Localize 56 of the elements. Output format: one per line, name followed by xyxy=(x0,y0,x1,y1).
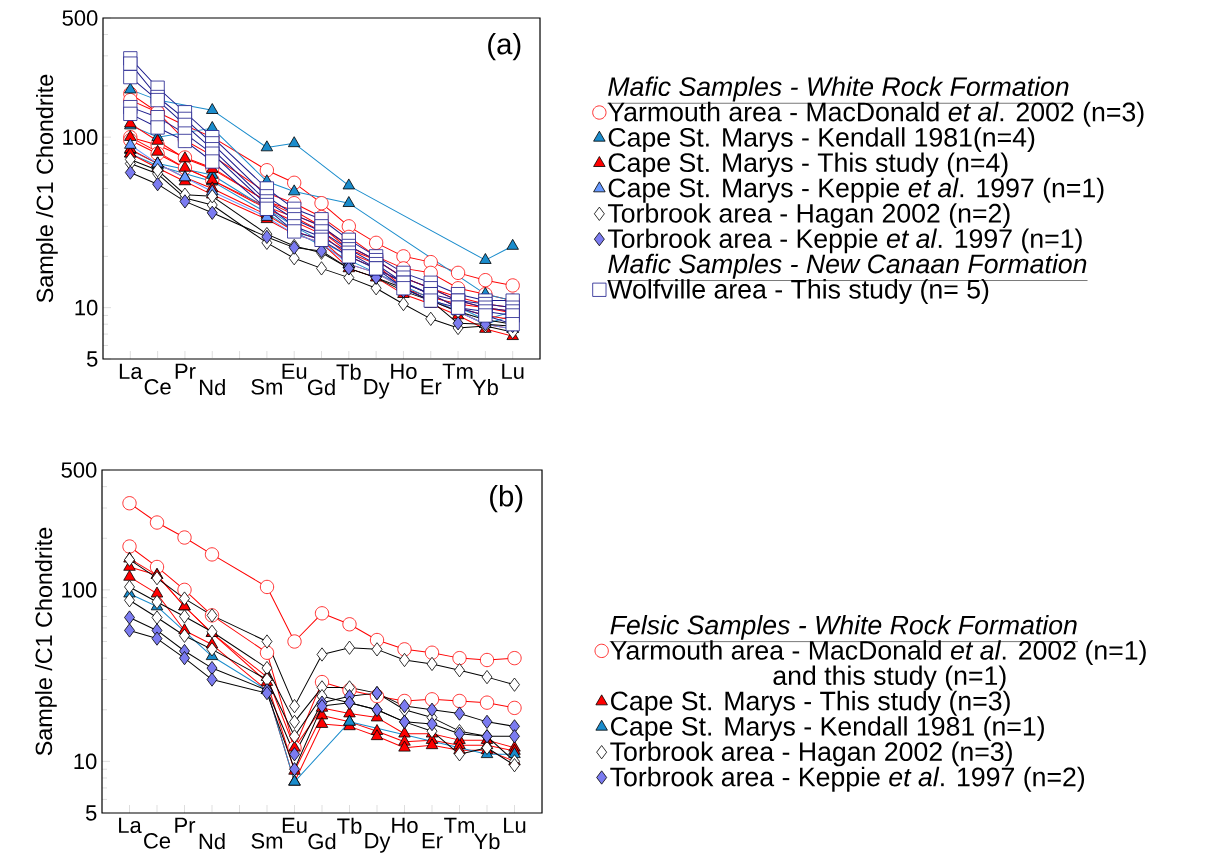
x-tick-label: Er xyxy=(421,379,442,395)
y-axis-title: Sample /C1 Chondrite xyxy=(35,527,57,756)
text: and this study (n=1) xyxy=(773,665,1006,691)
x-tick-label: Pr xyxy=(175,817,196,833)
y-tick-label: 100 xyxy=(62,582,97,598)
annotation: (b) xyxy=(490,484,523,513)
legend-label: Torbrook area - Hagan 2002 (n=2) xyxy=(607,203,1010,229)
x-tick-label: Sm xyxy=(251,833,283,849)
legend-label: Cape St. Marys - Kendall 1981(n=4) xyxy=(608,127,1035,153)
legend-label: Cape St. Marys - This study (n=4) xyxy=(608,152,1008,178)
x-tick-label: Tb xyxy=(336,363,361,380)
legend-label: Cape St. Marys - This study (n=3) xyxy=(611,690,1010,716)
y-tick-label: 100 xyxy=(63,129,98,145)
y-tick-label: 500 xyxy=(62,10,98,26)
legend-label: Torbrook area - Keppie et al. 1997 (n=2) xyxy=(610,766,1085,792)
legend-title: Mafic Samples - White Rock Formation xyxy=(608,76,1069,102)
x-tick-label: Pr xyxy=(175,363,196,379)
x-tick-label: Yb xyxy=(472,379,498,396)
annotation: (a) xyxy=(488,32,521,61)
legend-label: Torbrook area - Keppie et al. 1997 (n=1) xyxy=(607,228,1082,254)
y-axis-title: Sample /C1 Chondrite xyxy=(36,74,58,303)
x-tick-label: Gd xyxy=(308,833,336,850)
x-tick-label: Lu xyxy=(504,817,526,834)
x-tick-label: Nd xyxy=(199,379,225,396)
x-tick-label: La xyxy=(119,363,143,380)
x-tick-label: Yb xyxy=(474,833,500,850)
x-tick-label: Tb xyxy=(337,817,362,834)
x-tick-label: La xyxy=(119,817,142,834)
legend-label: Cape St. Marys - Keppie et al. 1997 (n=1) xyxy=(608,177,1104,203)
x-tick-label: Lu xyxy=(502,363,524,380)
x-tick-label: Eu xyxy=(282,363,307,380)
x-tick-label: Ho xyxy=(392,817,418,834)
y-tick-label: 5 xyxy=(86,351,98,367)
y-tick-label: 10 xyxy=(74,753,97,770)
x-tick-label: Gd xyxy=(307,379,335,396)
x-tick-label: Nd xyxy=(199,833,225,850)
x-tick-label: Ce xyxy=(144,833,171,849)
x-tick-label: Tm xyxy=(444,817,474,833)
legend-label: Wolfville area - This study (n= 5) xyxy=(607,279,989,304)
legend-label: Yarmouth area - MacDonald et al. 2002 (n=3) xyxy=(607,101,1144,127)
x-tick-label: Sm xyxy=(251,379,282,395)
legend-title: Felsic Samples - White Rock Formation xyxy=(610,614,1077,640)
x-tick-label: Tm xyxy=(442,363,473,379)
y-tick-label: 5 xyxy=(85,805,97,821)
x-tick-label: Dy xyxy=(364,379,390,399)
x-tick-label: Er xyxy=(422,833,443,849)
x-tick-label: Ho xyxy=(391,363,417,380)
legend-label: Torbrook area - Hagan 2002 (n=3) xyxy=(610,741,1012,767)
legend-label: Yarmouth area - MacDonald et al. 2002 (n=1) xyxy=(610,640,1146,666)
y-tick-label: 500 xyxy=(61,462,97,478)
x-tick-label: Dy xyxy=(365,833,391,853)
legend-label: Cape St. Marys - Kendall 1981 (n=1) xyxy=(611,716,1044,742)
x-tick-label: Eu xyxy=(282,817,307,834)
x-tick-label: Ce xyxy=(144,379,171,395)
text: Mafic Samples - New Canaan Formation xyxy=(608,253,1087,279)
y-tick-label: 10 xyxy=(75,299,98,316)
